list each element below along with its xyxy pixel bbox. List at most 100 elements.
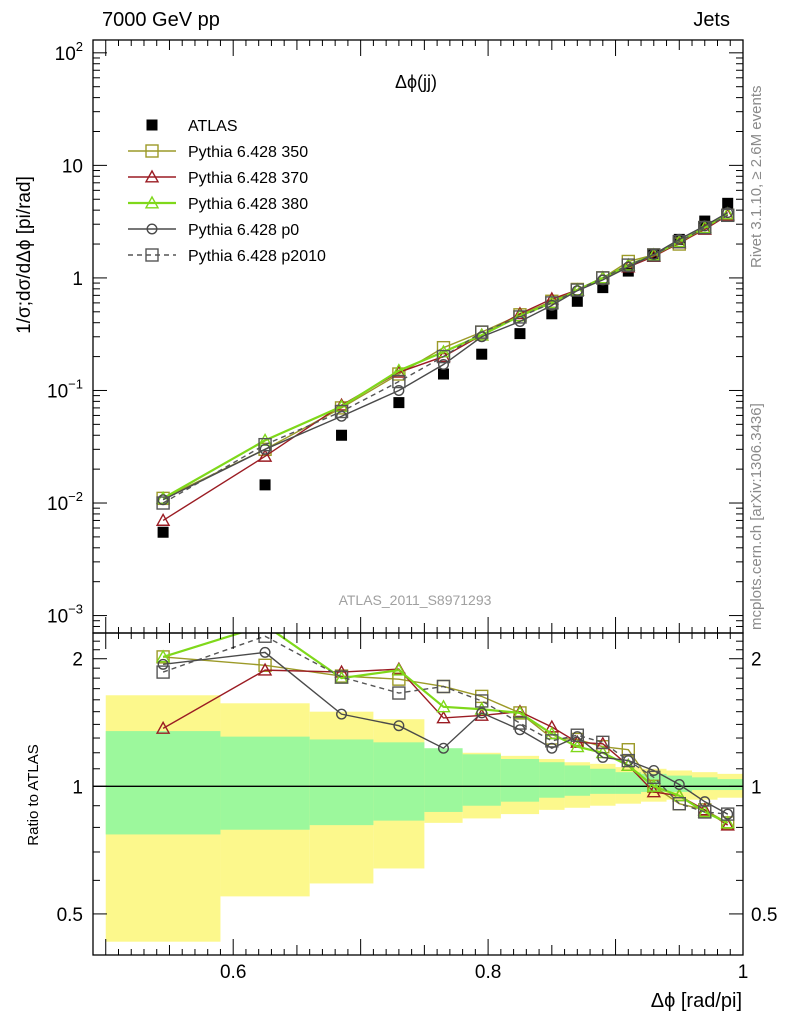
band-stat-bin bbox=[462, 754, 501, 806]
data-point-marker bbox=[722, 808, 734, 820]
data-point-marker bbox=[336, 708, 348, 720]
band-stat-bin bbox=[717, 779, 743, 791]
data-point-marker bbox=[157, 494, 169, 506]
data-point-marker bbox=[476, 348, 488, 360]
data-point-marker bbox=[514, 316, 526, 328]
data-point-marker bbox=[544, 719, 560, 733]
data-point-marker bbox=[722, 197, 734, 209]
rivet-version-label: Rivet 3.1.10, ≥ 2.6M events bbox=[748, 85, 765, 269]
data-point-marker bbox=[259, 619, 271, 630]
data-point-marker bbox=[647, 248, 661, 262]
data-point-marker bbox=[392, 374, 406, 389]
series-line bbox=[162, 635, 728, 815]
data-point-marker bbox=[391, 662, 407, 676]
data-point-marker bbox=[436, 679, 451, 694]
series-line bbox=[163, 651, 729, 815]
band-stat-bin bbox=[500, 759, 540, 802]
data-point-marker bbox=[571, 295, 583, 307]
data-point-marker bbox=[155, 720, 171, 734]
data-point-marker bbox=[546, 308, 558, 320]
main-y-tick-label: 102 bbox=[55, 39, 83, 65]
data-point-marker bbox=[393, 397, 405, 409]
data-point-marker bbox=[544, 295, 560, 309]
data-point-marker bbox=[622, 261, 634, 273]
data-point-marker bbox=[156, 665, 170, 679]
ratio-y-tick-label-left: 1 bbox=[72, 777, 83, 798]
series-line bbox=[162, 633, 729, 824]
data-point-marker bbox=[437, 368, 449, 380]
data-point-marker bbox=[145, 248, 159, 262]
main-y-tick-label: 10−3 bbox=[47, 602, 83, 628]
data-point-marker bbox=[155, 513, 171, 526]
data-point-marker bbox=[393, 720, 405, 732]
band-stat-bin bbox=[373, 742, 425, 821]
data-point-marker bbox=[258, 658, 272, 672]
data-point-marker bbox=[673, 233, 685, 245]
data-point-marker bbox=[156, 496, 170, 510]
analysis-watermark: ATLAS_2011_S8971293 bbox=[339, 592, 492, 608]
data-point-marker bbox=[672, 234, 686, 249]
data-point-marker bbox=[475, 694, 489, 708]
data-point-marker bbox=[596, 735, 610, 750]
data-point-marker bbox=[721, 208, 735, 223]
data-point-marker bbox=[436, 349, 451, 364]
data-point-marker bbox=[436, 349, 451, 363]
data-point-marker bbox=[475, 325, 489, 339]
ratio-y-tick-label-left: 2 bbox=[72, 650, 83, 671]
data-point-marker bbox=[621, 753, 635, 768]
data-point-marker bbox=[722, 207, 734, 219]
data-point-marker bbox=[646, 778, 661, 792]
x-tick-label: 0.6 bbox=[220, 962, 246, 983]
band-stat-bin bbox=[539, 762, 565, 798]
data-point-marker bbox=[144, 169, 160, 183]
data-point-marker bbox=[145, 144, 159, 158]
category-label: Jets bbox=[693, 9, 730, 31]
band-stat-bin bbox=[590, 768, 616, 794]
data-point-marker bbox=[596, 271, 610, 285]
main-y-tick-label: 10 bbox=[62, 156, 83, 177]
main-y-tick-label: 10−1 bbox=[47, 376, 83, 402]
band-stat-bin bbox=[105, 731, 221, 835]
data-point-marker bbox=[258, 437, 272, 452]
data-point-marker bbox=[155, 649, 171, 663]
band-stat-bin bbox=[615, 772, 642, 794]
main-y-tick-label: 10−2 bbox=[47, 489, 83, 515]
data-point-marker bbox=[334, 404, 349, 419]
ratio-y-axis-label: Ratio to ATLAS bbox=[25, 744, 42, 845]
data-point-marker bbox=[436, 340, 451, 355]
main-y-axis-label: 1/σ;dσ/dΔϕ [pi/rad] bbox=[14, 176, 35, 334]
data-point-marker bbox=[257, 662, 273, 676]
ratio-y-tick-label-right: 0.5 bbox=[751, 905, 777, 926]
data-point-marker bbox=[720, 817, 735, 831]
band-stat-bin bbox=[692, 777, 718, 791]
data-point-marker bbox=[146, 223, 158, 235]
data-point-marker bbox=[392, 686, 406, 700]
data-point-marker bbox=[545, 296, 559, 310]
band-stat-bin bbox=[424, 748, 463, 812]
data-point-marker bbox=[647, 770, 661, 785]
ratio-plot-frame bbox=[92, 632, 744, 956]
x-tick-label: 0.8 bbox=[475, 962, 501, 983]
data-point-marker bbox=[392, 672, 406, 686]
band-stat-bin bbox=[309, 739, 374, 826]
ratio-y-tick-label-right: 1 bbox=[751, 777, 762, 798]
data-point-marker bbox=[721, 807, 735, 821]
data-point-marker bbox=[570, 739, 585, 753]
band-stat-bin bbox=[564, 765, 591, 796]
data-point-marker bbox=[436, 710, 451, 724]
data-point-marker bbox=[673, 778, 685, 790]
legend-label: Pythia 6.428 p0 bbox=[188, 222, 299, 239]
data-point-marker bbox=[259, 646, 271, 658]
data-point-marker bbox=[144, 195, 160, 209]
data-point-marker bbox=[513, 716, 527, 730]
data-point-marker bbox=[720, 206, 735, 220]
data-point-marker bbox=[597, 282, 609, 294]
data-point-marker bbox=[476, 707, 488, 719]
legend-label: Pythia 6.428 p2010 bbox=[188, 248, 326, 265]
ratio-y-tick-label-left: 0.5 bbox=[57, 905, 83, 926]
data-point-marker bbox=[514, 328, 526, 340]
data-point-marker bbox=[570, 283, 585, 297]
data-point-marker bbox=[595, 270, 610, 284]
data-point-marker bbox=[259, 479, 271, 491]
